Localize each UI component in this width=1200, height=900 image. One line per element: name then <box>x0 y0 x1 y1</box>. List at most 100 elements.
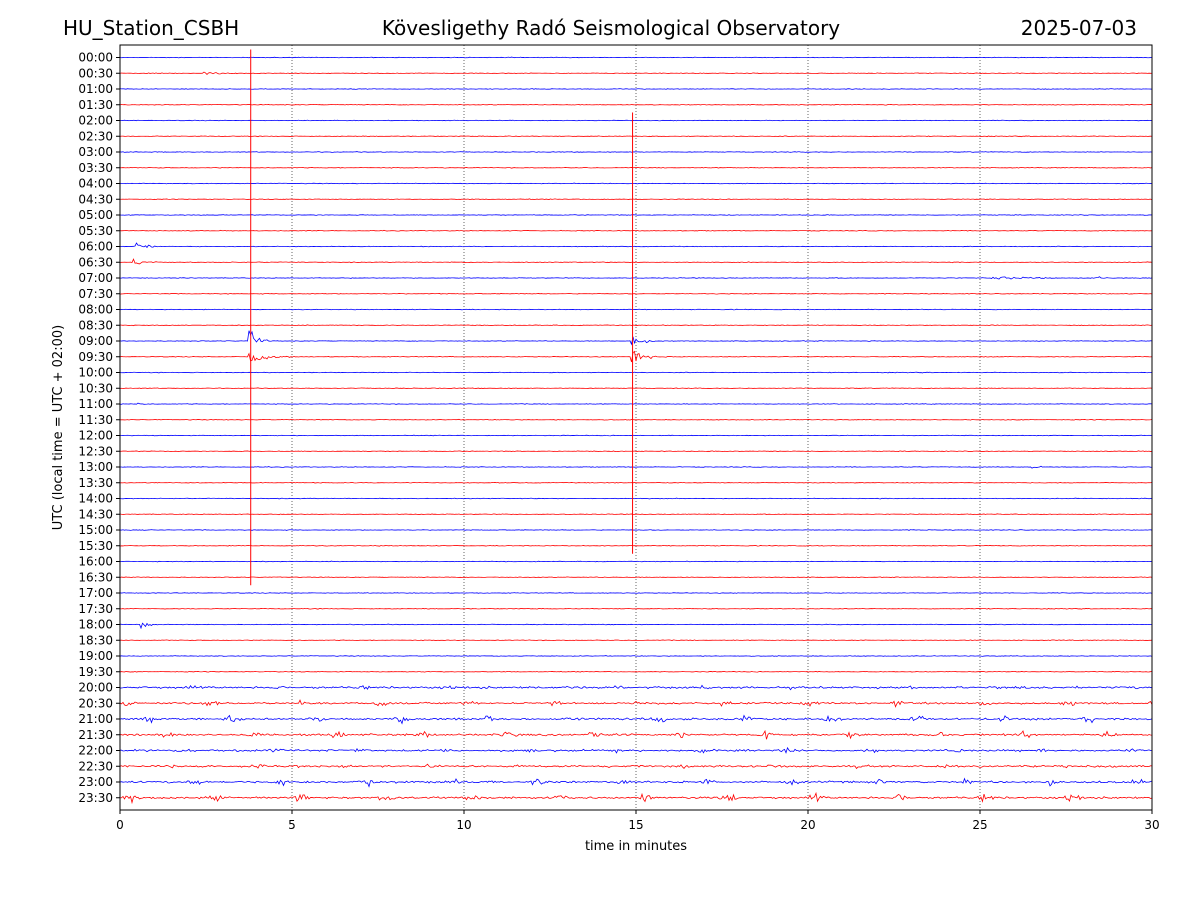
y-tick-label: 13:30 <box>78 476 113 490</box>
y-tick-label: 00:00 <box>78 51 113 65</box>
y-tick-label: 01:30 <box>78 98 113 112</box>
trace-1800 <box>119 622 1153 630</box>
x-tick-label: 15 <box>628 818 643 832</box>
y-tick-label: 05:00 <box>78 208 113 222</box>
x-axis-ticks: 0 5 10 15 20 25 30 <box>116 810 1160 832</box>
trace-1830 <box>119 639 1153 642</box>
y-tick-label: 18:00 <box>78 618 113 632</box>
y-tick-label: 15:30 <box>78 539 113 553</box>
x-tick-label: 10 <box>456 818 471 832</box>
y-tick-label: 20:30 <box>78 696 113 710</box>
trace-0330 <box>119 166 1153 169</box>
trace-1630 <box>119 576 1153 579</box>
trace-2030 <box>119 699 1153 708</box>
trace-1730 <box>119 607 1152 610</box>
trace-1330 <box>119 481 1153 484</box>
spike-group <box>250 49 634 586</box>
trace-2000 <box>119 684 1153 691</box>
trace-0300 <box>119 151 1153 153</box>
y-tick-label: 19:30 <box>78 665 113 679</box>
trace-0000 <box>119 56 1153 59</box>
trace-1900 <box>119 655 1153 657</box>
trace-1200 <box>119 434 1153 437</box>
y-tick-label: 16:00 <box>78 555 113 569</box>
trace-0400 <box>119 182 1153 185</box>
y-tick-label: 12:00 <box>78 429 113 443</box>
x-tick-label: 25 <box>972 818 987 832</box>
trace-1400 <box>119 497 1153 500</box>
trace-1600 <box>119 560 1153 563</box>
y-tick-label: 11:30 <box>78 413 113 427</box>
trace-0100 <box>119 88 1153 90</box>
trace-0730 <box>119 292 1153 295</box>
trace-0130 <box>119 103 1153 106</box>
trace-0900 <box>119 330 1153 346</box>
trace-0630 <box>119 258 1153 265</box>
y-tick-label: 06:30 <box>78 255 113 269</box>
trace-1700 <box>119 592 1153 594</box>
y-tick-label: 04:30 <box>78 192 113 206</box>
y-tick-label: 14:00 <box>78 492 113 506</box>
trace-0930 <box>119 350 1153 363</box>
trace-0500 <box>119 214 1152 216</box>
x-tick-label: 20 <box>800 818 815 832</box>
y-tick-label: 02:00 <box>78 114 113 128</box>
trace-group <box>119 56 1153 805</box>
trace-0830 <box>119 324 1153 327</box>
trace-1500 <box>119 529 1153 531</box>
y-tick-label: 01:00 <box>78 82 113 96</box>
y-tick-label: 23:30 <box>78 791 113 805</box>
y-tick-label: 00:30 <box>78 66 113 80</box>
trace-2130 <box>119 729 1153 740</box>
y-tick-label: 08:00 <box>78 303 113 317</box>
y-tick-label: 21:00 <box>78 712 113 726</box>
trace-1030 <box>119 387 1153 390</box>
trace-1300 <box>119 465 1153 469</box>
trace-0430 <box>119 198 1153 201</box>
trace-2200 <box>119 746 1153 754</box>
x-tick-label: 0 <box>116 818 124 832</box>
trace-0030 <box>119 71 1153 75</box>
y-tick-label: 12:30 <box>78 444 113 458</box>
trace-0230 <box>119 135 1153 138</box>
y-axis-label: UTC (local time = UTC + 02:00) <box>51 325 66 530</box>
y-tick-label: 23:00 <box>78 775 113 789</box>
y-tick-label: 17:30 <box>78 602 113 616</box>
y-tick-label: 16:30 <box>78 570 113 584</box>
y-tick-label: 06:00 <box>78 240 113 254</box>
y-tick-label: 18:30 <box>78 633 113 647</box>
y-tick-label: 02:30 <box>78 129 113 143</box>
trace-1230 <box>119 450 1153 453</box>
y-tick-label: 07:30 <box>78 287 113 301</box>
y-tick-label: 14:30 <box>78 507 113 521</box>
trace-0600 <box>119 242 1153 249</box>
station-name: HU_Station_CSBH <box>63 16 240 40</box>
y-tick-label: 09:30 <box>78 350 113 364</box>
y-tick-label: 10:00 <box>78 366 113 380</box>
grid-lines <box>291 45 981 810</box>
trace-2300 <box>119 777 1153 788</box>
y-tick-label: 04:00 <box>78 177 113 191</box>
y-tick-label: 22:00 <box>78 744 113 758</box>
trace-0530 <box>119 229 1153 232</box>
y-tick-label: 22:30 <box>78 759 113 773</box>
y-tick-label: 17:00 <box>78 586 113 600</box>
trace-1530 <box>119 544 1153 547</box>
trace-2330 <box>119 791 1153 805</box>
trace-1430 <box>119 513 1153 516</box>
y-tick-label: 05:30 <box>78 224 113 238</box>
trace-1000 <box>119 371 1153 374</box>
y-tick-label: 21:30 <box>78 728 113 742</box>
y-tick-label: 07:00 <box>78 271 113 285</box>
x-axis-label: time in minutes <box>585 839 687 854</box>
y-tick-label: 11:00 <box>78 397 113 411</box>
trace-1100 <box>119 402 1153 405</box>
y-tick-label: 10:30 <box>78 381 113 395</box>
y-tick-label: 15:00 <box>78 523 113 537</box>
y-tick-label: 09:00 <box>78 334 113 348</box>
y-tick-label: 20:00 <box>78 681 113 695</box>
trace-0200 <box>119 119 1153 122</box>
x-tick-label: 5 <box>288 818 296 832</box>
